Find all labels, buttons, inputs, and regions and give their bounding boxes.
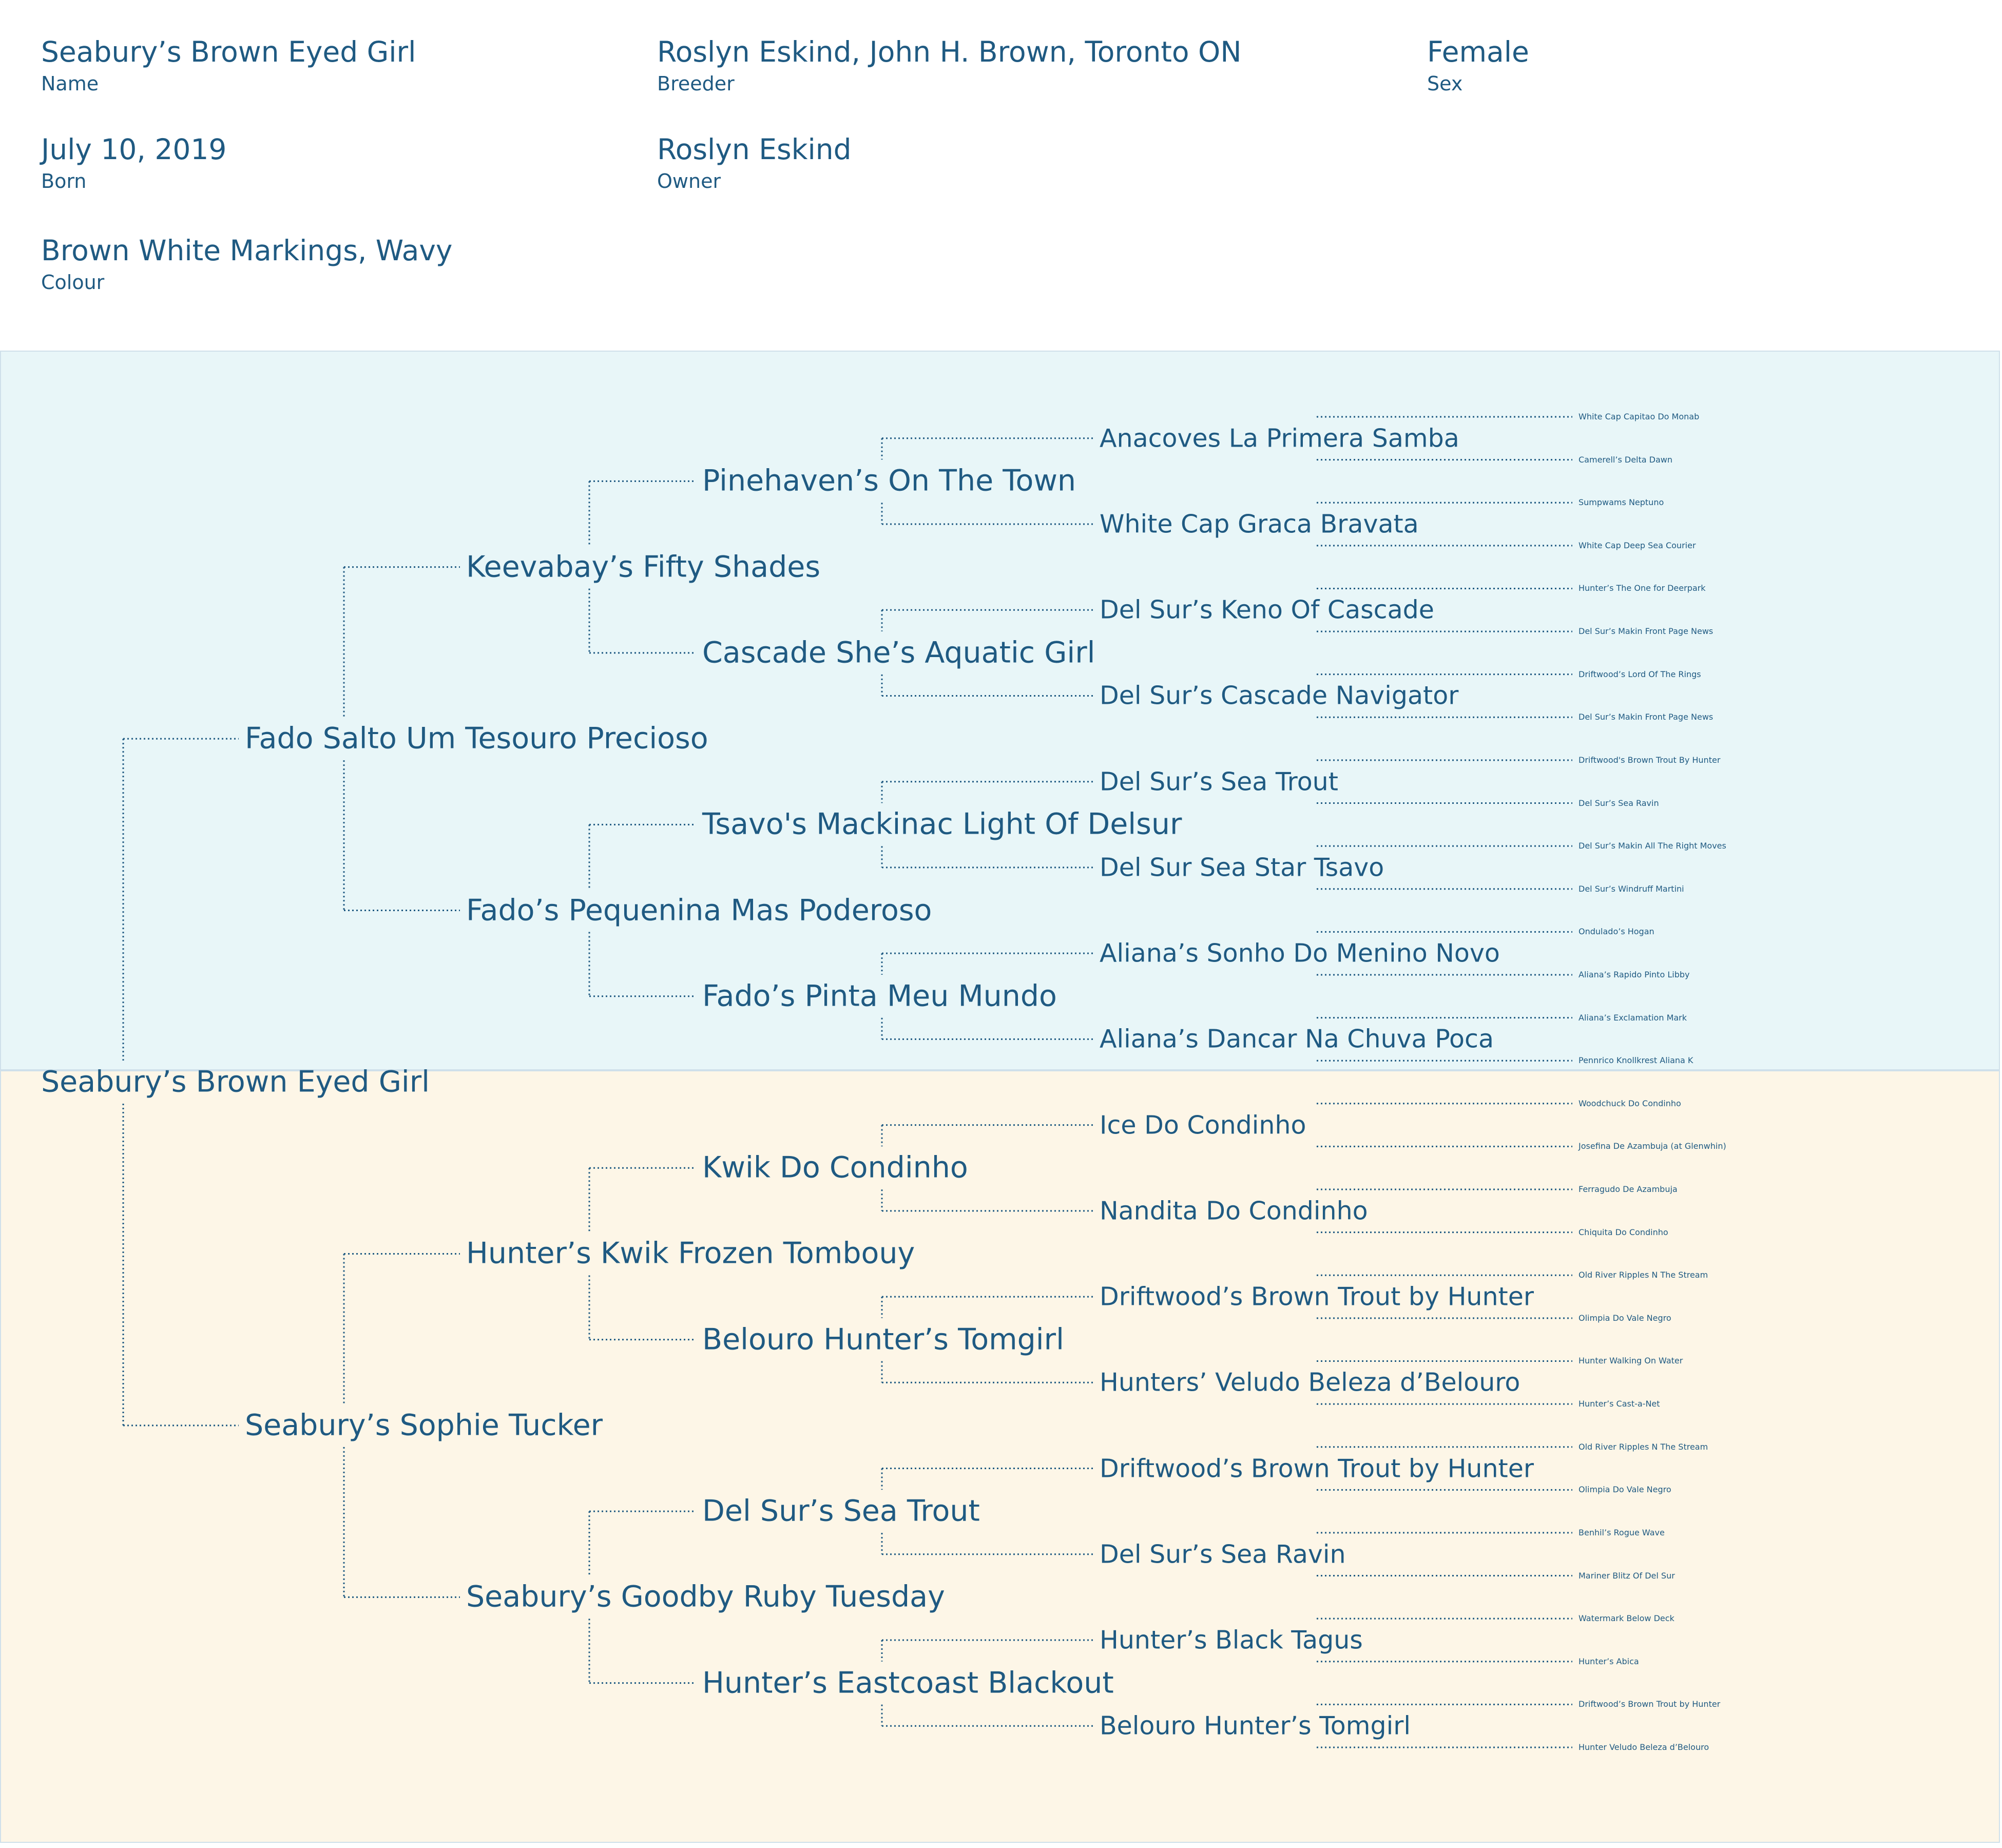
great-great-great-grandparent-name: Camerell’s Delta Dawn (1578, 454, 1672, 465)
great-great-grandparent-name: Nandita Do Condinho (1100, 1196, 1368, 1226)
great-great-great-grandparent-name: Del Sur’s Makin Front Page News (1578, 626, 1714, 637)
breeder-label: Breeder (657, 72, 735, 95)
born-value: July 10, 2019 (41, 133, 227, 166)
breeder-value: Roslyn Eskind, John H. Brown, Toronto ON (657, 35, 1242, 68)
great-great-great-grandparent-name: Josefina De Azambuja (at Glenwhin) (1578, 1141, 1726, 1151)
colour-field: Brown White Markings, Wavy Colour (41, 234, 452, 294)
parent-name: Seabury’s Sophie Tucker (245, 1408, 603, 1442)
great-great-great-grandparent-name: Del Sur’s Windruff Martini (1578, 883, 1684, 894)
great-great-great-grandparent-name: Del Sur’s Makin All The Right Moves (1578, 841, 1726, 851)
great-great-grandparent-name: Del Sur’s Sea Trout (1100, 767, 1338, 797)
great-great-great-grandparent-name: Driftwood’s Lord Of The Rings (1578, 669, 1701, 679)
great-great-great-grandparent-name: Woodchuck Do Condinho (1578, 1098, 1681, 1108)
great-great-great-grandparent-name: Pennrico Knollkrest Aliana K (1578, 1055, 1693, 1066)
born-label: Born (41, 170, 87, 192)
great-great-grandparent-name: Anacoves La Primera Samba (1100, 424, 1459, 453)
great-great-great-grandparent-name: Hunter’s Abica (1578, 1656, 1639, 1666)
great-great-grandparent-name: Aliana’s Dancar Na Chuva Poca (1100, 1024, 1494, 1054)
great-great-great-grandparent-name: Hunter’s The One for Deerpark (1578, 583, 1706, 593)
sex-value: Female (1427, 35, 1529, 68)
great-great-great-grandparent-name: White Cap Capitao Do Monab (1578, 412, 1700, 421)
great-great-great-grandparent-name: Del Sur’s Sea Ravin (1578, 798, 1659, 808)
grandparent-name: Seabury’s Goodby Ruby Tuesday (466, 1580, 945, 1614)
great-great-grandparent-name: Hunter’s Black Tagus (1100, 1625, 1363, 1655)
great-grandparent-name: Tsavo's Mackinac Light Of Delsur (702, 807, 1182, 841)
great-great-great-grandparent-name: Ferragudo De Azambuja (1578, 1184, 1678, 1195)
great-grandparent-name: Fado’s Pinta Meu Mundo (702, 979, 1057, 1013)
subject-name: Seabury’s Brown Eyed Girl (41, 1065, 430, 1099)
great-great-great-grandparent-name: Mariner Blitz Of Del Sur (1578, 1570, 1675, 1581)
great-great-great-grandparent-name: Chiquita Do Condinho (1578, 1227, 1668, 1237)
great-grandparent-name: Pinehaven’s On The Town (702, 464, 1076, 498)
great-grandparent-name: Kwik Do Condinho (702, 1150, 968, 1185)
great-great-great-grandparent-name: Aliana’s Rapido Pinto Libby (1578, 969, 1690, 979)
great-grandparent-name: Cascade She’s Aquatic Girl (702, 636, 1095, 670)
owner-label: Owner (657, 170, 721, 192)
great-great-grandparent-name: Del Sur’s Sea Ravin (1100, 1539, 1346, 1569)
dam-side-panel (0, 1070, 2000, 1843)
owner-value: Roslyn Eskind (657, 133, 852, 166)
great-great-great-grandparent-name: Hunter Walking On Water (1578, 1356, 1683, 1366)
great-grandparent-name: Hunter’s Eastcoast Blackout (702, 1666, 1114, 1700)
great-great-grandparent-name: Hunters’ Veludo Beleza d’Belouro (1100, 1368, 1520, 1397)
sire-side-panel (0, 351, 2000, 1070)
grandparent-name: Keevabay’s Fifty Shades (466, 550, 821, 584)
breeder-field: Roslyn Eskind, John H. Brown, Toronto ON… (657, 35, 1241, 95)
born-field: July 10, 2019 Born (41, 132, 226, 193)
parent-name: Fado Salto Um Tesouro Precioso (245, 721, 708, 756)
sex-field: Female Sex (1427, 35, 1529, 95)
great-great-grandparent-name: Driftwood’s Brown Trout by Hunter (1100, 1282, 1534, 1312)
great-great-grandparent-name: Del Sur Sea Star Tsavo (1100, 853, 1384, 882)
great-great-great-grandparent-name: Hunter Veludo Beleza d’Belouro (1578, 1742, 1709, 1752)
great-great-grandparent-name: White Cap Graca Bravata (1100, 509, 1419, 539)
great-great-great-grandparent-name: Olimpia Do Vale Negro (1578, 1313, 1671, 1323)
great-great-great-grandparent-name: Sumpwams Neptuno (1578, 497, 1664, 508)
great-grandparent-name: Del Sur’s Sea Trout (702, 1494, 980, 1528)
colour-label: Colour (41, 271, 105, 294)
great-great-great-grandparent-name: Ondulado’s Hogan (1578, 927, 1654, 937)
grandparent-name: Fado’s Pequenina Mas Poderoso (466, 893, 932, 928)
great-great-great-grandparent-name: Old River Ripples N The Stream (1578, 1270, 1708, 1280)
sex-label: Sex (1427, 72, 1463, 95)
colour-value: Brown White Markings, Wavy (41, 234, 453, 267)
great-great-great-grandparent-name: Driftwood’s Brown Trout by Hunter (1578, 1699, 1721, 1709)
great-grandparent-name: Belouro Hunter’s Tomgirl (702, 1322, 1064, 1357)
name-value: Seabury’s Brown Eyed Girl (41, 35, 416, 68)
great-great-grandparent-name: Del Sur’s Keno Of Cascade (1100, 595, 1434, 625)
name-field: Seabury’s Brown Eyed Girl Name (41, 35, 416, 95)
great-great-great-grandparent-name: White Cap Deep Sea Courier (1578, 540, 1696, 550)
great-great-grandparent-name: Belouro Hunter’s Tomgirl (1100, 1711, 1411, 1741)
great-great-great-grandparent-name: Driftwood's Brown Trout By Hunter (1578, 755, 1721, 765)
great-great-grandparent-name: Del Sur’s Cascade Navigator (1100, 681, 1459, 710)
great-great-great-grandparent-name: Hunter’s Cast-a-Net (1578, 1399, 1660, 1409)
great-great-grandparent-name: Ice Do Condinho (1100, 1110, 1306, 1140)
great-great-great-grandparent-name: Old River Ripples N The Stream (1578, 1441, 1708, 1452)
great-great-grandparent-name: Aliana’s Sonho Do Menino Novo (1100, 938, 1500, 968)
great-great-great-grandparent-name: Watermark Below Deck (1578, 1613, 1674, 1624)
name-label: Name (41, 72, 99, 95)
great-great-great-grandparent-name: Olimpia Do Vale Negro (1578, 1485, 1671, 1495)
great-great-grandparent-name: Driftwood’s Brown Trout by Hunter (1100, 1454, 1534, 1484)
great-great-great-grandparent-name: Del Sur’s Makin Front Page News (1578, 712, 1714, 722)
great-great-great-grandparent-name: Benhil’s Rogue Wave (1578, 1527, 1665, 1537)
great-great-great-grandparent-name: Aliana’s Exclamation Mark (1578, 1012, 1687, 1023)
owner-field: Roslyn Eskind Owner (657, 132, 852, 193)
grandparent-name: Hunter’s Kwik Frozen Tombouy (466, 1236, 915, 1270)
